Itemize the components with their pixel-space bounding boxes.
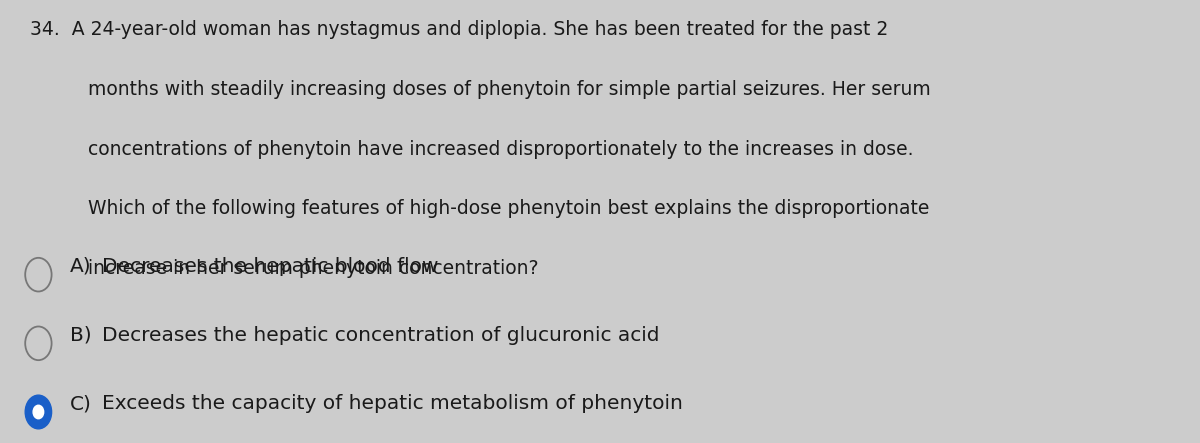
Text: increase in her serum phenytoin concentration?: increase in her serum phenytoin concentr… (88, 259, 538, 278)
Text: Exceeds the capacity of hepatic metabolism of phenytoin: Exceeds the capacity of hepatic metaboli… (102, 394, 683, 413)
Ellipse shape (25, 395, 52, 429)
Text: B): B) (70, 326, 91, 345)
Text: Decreases the hepatic concentration of glucuronic acid: Decreases the hepatic concentration of g… (102, 326, 660, 345)
Text: months with steadily increasing doses of phenytoin for simple partial seizures. : months with steadily increasing doses of… (88, 80, 930, 99)
Text: 34.  A 24-year-old woman has nystagmus and diplopia. She has been treated for th: 34. A 24-year-old woman has nystagmus an… (30, 20, 888, 39)
Ellipse shape (34, 405, 43, 419)
Text: concentrations of phenytoin have increased disproportionately to the increases i: concentrations of phenytoin have increas… (88, 140, 913, 159)
Text: A): A) (70, 257, 91, 276)
Text: C): C) (70, 394, 91, 413)
Text: Decreases the hepatic blood flow: Decreases the hepatic blood flow (102, 257, 438, 276)
Text: Which of the following features of high-dose phenytoin best explains the disprop: Which of the following features of high-… (88, 199, 929, 218)
